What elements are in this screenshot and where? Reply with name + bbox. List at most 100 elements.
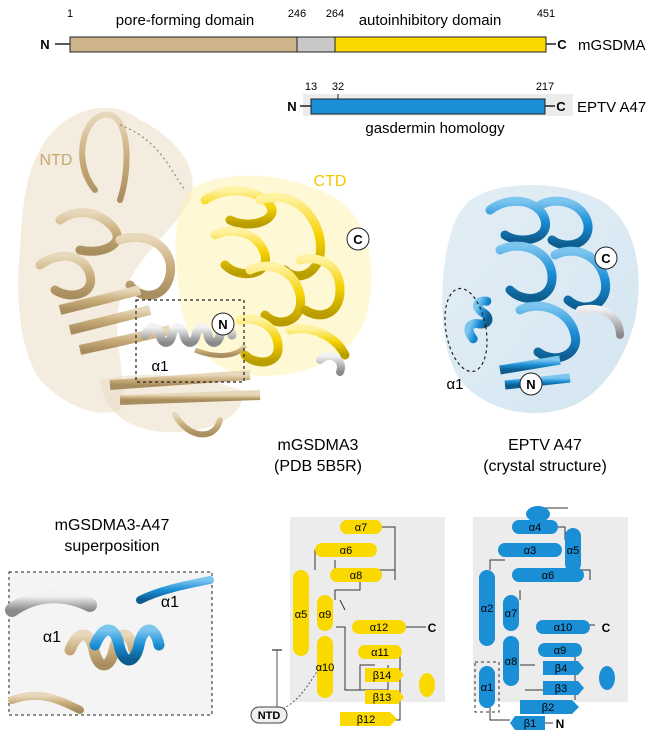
eptv-alpha8-label: α8 [505,656,517,668]
eptv-topology-c-term: C [602,621,611,635]
mgsdma-c-terminus: C [557,37,567,52]
mgsdma-pos-1: 1 [67,8,73,20]
mgsdma-pos-264: 264 [326,8,344,20]
superposition-subtitle: superposition [64,538,159,555]
mgsdma-alpha10-label: α10 [316,662,335,674]
eptv-title: EPTV A47 [508,437,582,454]
eptv-pos-32: 32 [332,81,344,93]
eptv-topology-diagram: α4 α5 α3 α6 α2 α7 α10 C α9 β4 α8 β3 α1 β… [473,506,628,731]
mgsdma-alpha1-helix [140,323,237,347]
mgsdma-n-badge-text: N [218,317,227,332]
eptv-pos-217: 217 [536,81,554,93]
eptv-alpha1-topo-label: α1 [481,682,493,694]
eptv-alpha10 [536,620,590,634]
linker-bar [296,36,336,53]
mgsdma-alpha5 [293,570,309,656]
eptv-alpha2 [479,570,495,646]
eptv-beta1-label: β1 [524,718,536,730]
mgsdma-alpha8 [330,568,382,582]
eptv-alpha5 [565,528,581,572]
ntd-strand-1 [58,285,142,315]
ntd-loop-top [79,111,130,203]
mgsdma-beta13 [365,690,404,704]
ntd-surface-lower [100,374,242,433]
ntd-helix-c [115,232,176,300]
eptv-alpha6 [512,568,584,582]
eptv-alpha1 [479,666,495,708]
ntd-inhibition-line [276,649,280,708]
ntd-helix-a [55,208,122,256]
pore-forming-domain-label: pore-forming domain [116,12,254,29]
eptv-alpha1-box [474,661,500,713]
superposition-tan-loop [8,691,84,714]
eptv-strand-1 [499,355,561,375]
superposition-alpha1-blue: α1 [161,594,179,611]
eptv-alpha1-label: α1 [446,376,463,393]
eptv-structure: C N α1 EPTV A47 (crystal structure) [442,185,639,475]
ntd-disordered-loop [119,124,186,191]
mgsdma3-structure: NTD CTD C N α1 mGSDMA3 (PDB 5B5R) [18,107,372,475]
mgsdma-alpha12-label: α12 [370,622,389,634]
eptv-alpha5-label: α5 [567,545,579,557]
ntd-strand-2 [68,305,152,335]
ctd-helix-a [200,186,277,229]
eptv-gray-segment [576,304,624,339]
eptv-alpha9 [538,643,582,657]
eptv-beta1 [510,716,545,730]
eptv-alpha10-label: α10 [554,622,573,634]
eptv-subtitle: (crystal structure) [483,458,607,475]
eptv-alpha7 [503,595,519,631]
mgsdma-alpha11-label: α11 [371,647,389,659]
eptv-n-badge [519,372,543,396]
eptv-pos-13: 13 [305,81,317,93]
eptv-helix-b [535,196,593,250]
autoinhibitory-domain-label: autoinhibitory domain [359,12,502,29]
eptv-n-terminus: N [287,99,296,114]
mgsdma-pos-246: 246 [288,8,306,20]
eptv-name: EPTV A47 [577,99,646,116]
mgsdma-n-badge [211,312,235,336]
eptv-n-badge-text: N [526,377,535,392]
ntd-strand-4 [109,370,251,390]
eptv-domain-map: 13 32 217 N C EPTV A47 gasdermin homolog… [287,81,646,137]
alpha1-highlight-box [135,299,245,383]
ctd-helix-d [245,261,306,327]
ntd-strand-5 [119,390,261,405]
mgsdma-alpha7-label: α7 [355,522,367,534]
ctd-label: CTD [314,173,347,190]
superposition-tan-helix [64,629,140,671]
ctd-helix-f [235,314,283,367]
eptv-c-badge-text: C [601,251,611,266]
mgsdma-domain-map: 1 246 264 451 pore-forming domain autoin… [40,8,645,54]
mgsdma-topology-diagram: α7 α6 α8 α5 α9 α12 C α11 β14 α10 β13 β12… [250,517,445,726]
autoinhibitory-domain-bar [334,36,547,53]
mgsdma-beta13-label: β13 [373,692,392,704]
mgsdma-end-helix [419,673,435,697]
eptv-alpha4 [512,520,558,534]
eptv-alpha9-label: α9 [554,645,566,657]
eptv-alpha4-label: α4 [529,522,541,534]
ctd-helix-g [285,324,350,360]
mgsdma-beta12 [340,712,397,726]
mgsdma-alpha7 [340,520,382,534]
mgsdma-c-badge-text: C [353,232,363,247]
eptv-helix-c [495,241,557,303]
superposition-panel: mGSDMA3-A47 superposition α1 α1 [5,517,214,716]
mgsdma-alpha6-label: α6 [340,545,352,557]
superposition-gray-ribbon [5,589,97,617]
mgsdma-alpha9 [317,595,333,631]
eptv-beta4-label: β4 [555,663,567,675]
mgsdma3-title: mGSDMA3 [278,437,359,454]
mgsdma-n-terminus: N [40,37,49,52]
eptv-beta4 [543,661,584,675]
mgsdma-alpha6 [315,543,377,557]
mgsdma-beta14 [365,668,404,682]
eptv-c-badge [594,246,618,270]
mgsdma-pos-451: 451 [537,8,555,20]
superposition-alpha1-tan: α1 [43,629,61,646]
eptv-end-helix [599,666,615,690]
superposition-blue-loop [136,576,214,604]
eptv-bar [310,98,546,115]
superposition-blue-helix [89,624,165,666]
